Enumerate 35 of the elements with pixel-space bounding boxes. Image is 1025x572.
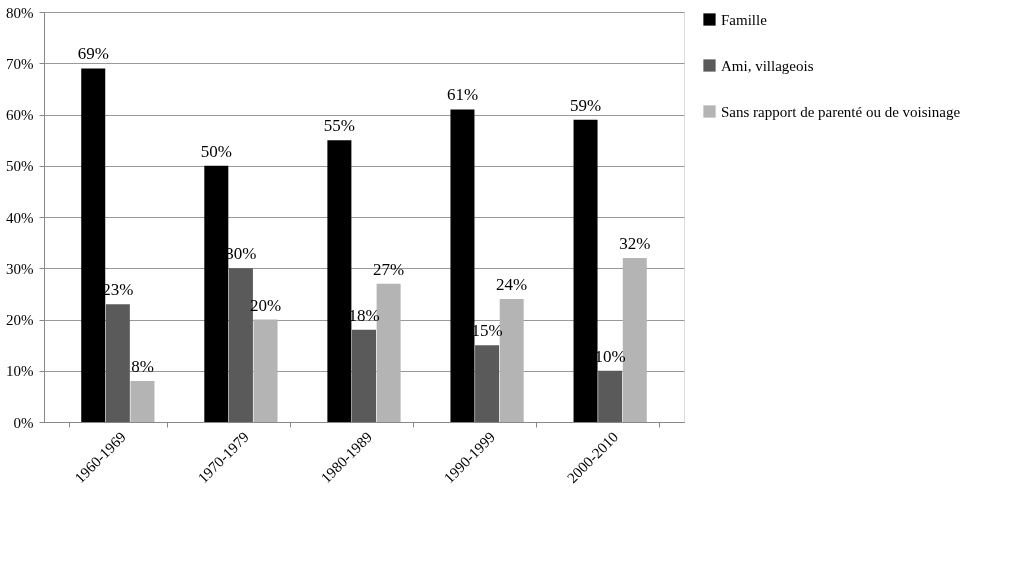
- bar: [352, 329, 376, 422]
- data-label: 55%: [323, 116, 355, 136]
- data-label: 27%: [373, 259, 405, 279]
- bar: [105, 304, 130, 422]
- legend-label: Famille: [721, 11, 768, 28]
- bar: [573, 119, 598, 422]
- data-label: 18%: [348, 305, 380, 325]
- data-label: 69%: [77, 44, 109, 64]
- data-label: 32%: [619, 234, 651, 253]
- bar: [204, 165, 229, 422]
- bar: [327, 140, 352, 422]
- bar: [475, 345, 500, 422]
- y-tick-label: 40%: [6, 209, 34, 226]
- legend-label: Ami, villageois: [721, 57, 814, 74]
- y-tick-label: 30%: [6, 260, 34, 277]
- data-label: 50%: [200, 141, 232, 161]
- data-label: 24%: [496, 275, 528, 294]
- y-tick-label: 0%: [13, 414, 34, 431]
- bar: [130, 381, 155, 422]
- bar: [450, 109, 475, 422]
- legend-label: Sans rapport de parenté ou de voisinage: [721, 103, 961, 120]
- y-tick-label: 60%: [6, 107, 34, 123]
- bar: [81, 68, 106, 422]
- data-label: 59%: [569, 95, 602, 115]
- data-label: 15%: [471, 321, 503, 341]
- y-tick-label: 50%: [6, 158, 34, 175]
- data-label: 61%: [446, 85, 479, 105]
- data-label: 8%: [131, 357, 154, 376]
- y-tick-label: 80%: [6, 4, 34, 21]
- y-tick-label: 20%: [6, 312, 34, 328]
- y-tick-label: 10%: [6, 363, 34, 380]
- bar: [598, 370, 623, 422]
- bar: [253, 319, 278, 422]
- y-tick-label: 70%: [6, 55, 34, 72]
- data-label: 10%: [594, 346, 626, 366]
